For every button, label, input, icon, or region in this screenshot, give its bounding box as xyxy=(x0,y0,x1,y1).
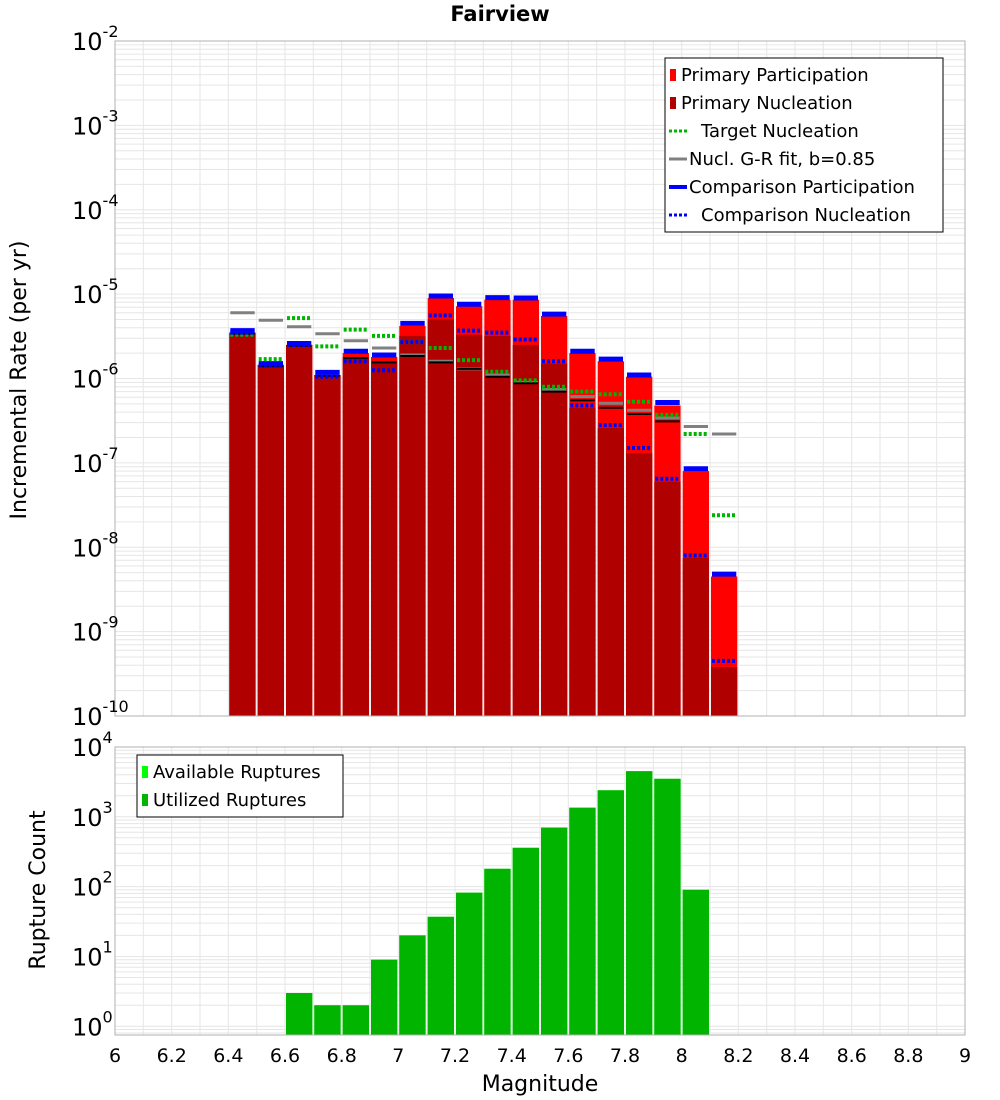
primary-nucleation-bar xyxy=(682,557,709,716)
count-y-ticks: 100 101 102 103 104 xyxy=(72,728,113,1041)
primary-nucleation-bar xyxy=(711,667,738,716)
x-tick-label: 7.8 xyxy=(610,1045,640,1067)
utilized-ruptures-bar xyxy=(314,1005,341,1035)
x-tick-label: 7 xyxy=(392,1045,404,1067)
magnitude-x-ticks: 6 6.2 6.4 6.6 6.8 7 7.2 7.4 7.6 7.8 8 8.2 8.4 8.6 8.8 9 xyxy=(109,1045,971,1067)
rate-legend-label: Nucl. G-R fit, b=0.85 xyxy=(689,149,875,170)
utilized-ruptures-bar xyxy=(654,778,681,1035)
x-tick-label: 6.8 xyxy=(327,1045,357,1067)
y-tick-label: 102 xyxy=(72,868,113,902)
x-tick-label: 8.4 xyxy=(780,1045,810,1067)
count-legend-box xyxy=(136,754,344,818)
primary-nucleation-bar xyxy=(626,453,653,716)
primary-nucleation-bar xyxy=(229,332,256,716)
x-tick-label: 8.6 xyxy=(837,1045,867,1067)
count-plot-marks xyxy=(286,771,709,1035)
rate-legend-swatch xyxy=(670,97,676,109)
utilized-ruptures-bar xyxy=(456,892,483,1035)
x-tick-label: 9 xyxy=(959,1045,971,1067)
rate-legend-label: Comparison Nucleation xyxy=(701,205,911,226)
x-tick-label: 8.8 xyxy=(893,1045,923,1067)
rate-legend-label: Primary Participation xyxy=(681,65,869,86)
utilized-ruptures-bar xyxy=(626,771,653,1035)
y-tick-label: 10-10 xyxy=(72,697,129,731)
chart-title: Fairview xyxy=(450,2,550,26)
rate-legend-label: Primary Nucleation xyxy=(681,93,853,114)
primary-nucleation-bar xyxy=(456,334,483,716)
x-tick-label: 6.4 xyxy=(213,1045,243,1067)
primary-nucleation-bar xyxy=(286,344,313,716)
rate-legend-label: Comparison Participation xyxy=(689,177,915,198)
count-legend: Available Ruptures Utilized Ruptures xyxy=(136,754,344,818)
utilized-ruptures-bar xyxy=(342,1005,369,1035)
y-tick-label: 10-4 xyxy=(72,191,119,225)
primary-nucleation-bar xyxy=(654,481,681,716)
utilized-ruptures-bar xyxy=(597,790,624,1035)
primary-nucleation-bar xyxy=(371,361,398,716)
rate-plot-border xyxy=(114,40,966,717)
utilized-ruptures-bar xyxy=(484,868,511,1035)
y-tick-label: 10-3 xyxy=(72,106,119,140)
x-tick-label: 8 xyxy=(676,1045,688,1067)
count-legend-swatch xyxy=(142,794,148,806)
primary-nucleation-bar xyxy=(257,364,284,716)
x-tick-label: 7.2 xyxy=(440,1045,470,1067)
y-tick-label: 10-8 xyxy=(72,528,119,562)
rate-plot-marks xyxy=(229,293,738,716)
primary-nucleation-bar xyxy=(597,427,624,716)
utilized-ruptures-bar xyxy=(371,959,398,1035)
count-legend-swatch xyxy=(142,766,148,778)
y-tick-label: 101 xyxy=(72,938,113,972)
rate-y-axis-label: Incremental Rate (per yr) xyxy=(7,241,32,520)
primary-nucleation-bar xyxy=(569,407,596,716)
y-tick-label: 10-5 xyxy=(72,275,119,309)
count-plot-grid xyxy=(114,746,966,1035)
utilized-ruptures-bar xyxy=(286,993,313,1035)
primary-nucleation-bar xyxy=(342,357,369,716)
rate-y-ticks: 10-10 10-9 10-8 10-7 10-6 10-5 10-4 10-3 10-2 xyxy=(72,22,129,731)
utilized-ruptures-bar xyxy=(541,827,568,1035)
primary-nucleation-bar xyxy=(484,335,511,716)
x-tick-label: 8.2 xyxy=(723,1045,753,1067)
count-legend-label: Utilized Ruptures xyxy=(153,790,306,811)
y-tick-label: 10-7 xyxy=(72,444,119,478)
x-tick-label: 6.6 xyxy=(270,1045,300,1067)
x-tick-label: 6 xyxy=(109,1045,121,1067)
count-y-axis-label: Rupture Count xyxy=(26,810,51,970)
primary-nucleation-bar xyxy=(399,335,426,716)
y-tick-label: 10-9 xyxy=(72,613,119,647)
primary-nucleation-bar xyxy=(512,344,539,716)
primary-nucleation-bar xyxy=(541,363,568,716)
y-tick-label: 100 xyxy=(72,1007,113,1041)
utilized-ruptures-bar xyxy=(399,935,426,1035)
rate-legend-swatch xyxy=(670,69,676,81)
x-axis-label: Magnitude xyxy=(482,1072,599,1097)
primary-nucleation-bar xyxy=(314,375,341,716)
utilized-ruptures-bar xyxy=(512,847,539,1035)
rate-legend-box xyxy=(664,57,944,233)
x-tick-label: 7.4 xyxy=(497,1045,527,1067)
y-tick-label: 10-6 xyxy=(72,360,119,394)
utilized-ruptures-bar xyxy=(682,889,709,1035)
count-legend-label: Available Ruptures xyxy=(153,762,321,783)
y-tick-label: 10-2 xyxy=(72,22,119,56)
rate-legend-label: Target Nucleation xyxy=(700,121,859,142)
primary-nucleation-bar xyxy=(427,319,454,716)
y-tick-label: 103 xyxy=(72,798,113,832)
y-tick-label: 104 xyxy=(72,728,113,762)
x-tick-label: 7.6 xyxy=(553,1045,583,1067)
utilized-ruptures-bar xyxy=(427,916,454,1035)
rate-legend: Primary Participation Primary Nucleation T… xyxy=(664,57,944,233)
utilized-ruptures-bar xyxy=(569,807,596,1035)
count-plot-border xyxy=(114,746,966,1036)
x-tick-label: 6.2 xyxy=(157,1045,187,1067)
